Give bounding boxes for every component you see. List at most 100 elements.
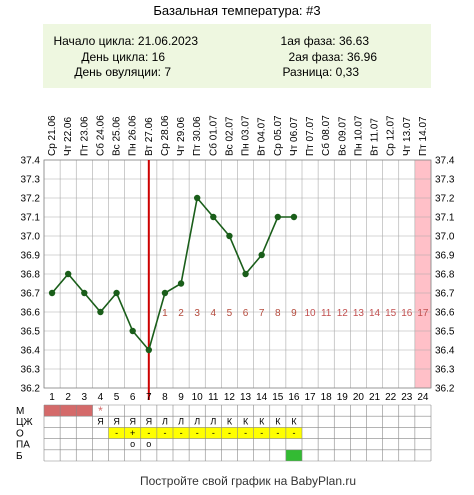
post-ovulation-day: 11: [321, 308, 332, 319]
cervical-mucus-cell: К: [259, 417, 265, 427]
y-tick-left: 37.0: [21, 232, 41, 243]
post-ovulation-day: 17: [417, 308, 429, 319]
post-ovulation-day: 15: [385, 308, 397, 319]
day-number: 16: [288, 392, 300, 403]
day-number: 20: [353, 392, 365, 403]
post-ovulation-day: 14: [369, 308, 381, 319]
table-row-label: ПА: [16, 440, 30, 451]
day-number: 5: [114, 392, 120, 403]
cervical-mucus-cell: К: [275, 417, 281, 427]
b-green-cell: [285, 449, 302, 461]
cervical-mucus-cell: Я: [129, 417, 136, 427]
date-label: Вт 11.07: [370, 118, 381, 156]
ovulation-day-text: День овуляции: 7: [74, 65, 171, 79]
y-tick-right: 36.6: [435, 308, 455, 319]
cervical-mucus-cell: Я: [113, 417, 120, 427]
ovulation-test-cell: [269, 427, 286, 439]
day-number: 3: [82, 392, 88, 403]
ovulation-test-cell: [140, 427, 157, 439]
cervical-mucus-cell: К: [291, 417, 297, 427]
chart-title: Базальная температура: #3: [153, 3, 320, 18]
post-ovulation-day: 5: [227, 308, 233, 319]
post-ovulation-day: 8: [275, 308, 281, 319]
date-label: Вт 04.07: [257, 117, 268, 156]
difference-text: Разница: 0,33: [282, 65, 359, 79]
y-tick-right: 36.3: [435, 365, 455, 376]
plot-frame: [43, 159, 432, 389]
day-number: 17: [305, 392, 317, 403]
y-tick-left: 36.7: [21, 289, 41, 300]
date-label: Ср 28.06: [160, 115, 171, 156]
date-label: Пт 07.07: [305, 116, 316, 156]
ovulation-test-cell: [221, 427, 238, 439]
ovulation-test-mark: -: [196, 428, 199, 438]
y-tick-left: 36.3: [21, 365, 41, 376]
table-row-label: М: [16, 406, 24, 417]
y-tick-left: 36.8: [21, 270, 41, 281]
menstruation-cell: [60, 405, 77, 417]
temperature-point: [193, 194, 201, 202]
y-tick-right: 37.2: [435, 194, 455, 205]
temperature-point: [242, 270, 249, 278]
date-label: Пн 26.06: [128, 115, 139, 156]
day-number: 22: [385, 392, 397, 403]
date-label: Сб 08.07: [320, 115, 332, 156]
temperature-point: [81, 289, 88, 297]
post-ovulation-day: 3: [194, 308, 200, 319]
y-tick-left: 36.6: [21, 308, 41, 319]
date-label: Вт 27.06: [144, 117, 155, 156]
ovulation-test-mark: -: [212, 428, 215, 438]
temperature-line: [51, 196, 294, 352]
phase1-text: 1ая фаза: 36.63: [281, 34, 370, 48]
date-label: Сб 24.06: [94, 115, 106, 156]
date-label: Вс 09.07: [337, 116, 348, 156]
post-ovulation-day: 4: [211, 308, 217, 319]
post-ovulation-day: 12: [337, 308, 349, 319]
date-label: Чт 29.06: [176, 117, 187, 156]
cervical-mucus-cell: Л: [178, 417, 184, 427]
ovulation-test-mark: -: [147, 428, 150, 438]
table-row-label: Б: [16, 451, 23, 462]
day-number: 6: [130, 392, 136, 403]
y-tick-left: 36.2: [21, 384, 41, 395]
day-number: 10: [192, 392, 204, 403]
day-axis: 1 2 3 4 5 6 7 8 9 10 11 12 13 14 15 16 17 18 19 20 21 22 23 24: [49, 392, 429, 403]
ovulation-test-mark: -: [115, 428, 118, 438]
ovulation-test-cell: [285, 427, 302, 439]
date-label: Пн 03.07: [241, 115, 252, 156]
cycle-day-text: День цикла: 16: [81, 50, 165, 64]
y-tick-right: 37.0: [435, 232, 455, 243]
ovulation-test-mark: -: [292, 428, 295, 438]
day-number: 11: [208, 392, 219, 403]
cycle-start-text: Начало цикла: 21.06.2023: [53, 34, 198, 48]
day-number: 7: [146, 392, 152, 403]
pa-cell: о: [146, 439, 151, 449]
day-number: 21: [369, 392, 381, 403]
day-number: 8: [162, 392, 168, 403]
y-tick-left: 37.1: [21, 213, 41, 224]
temperature-point: [145, 346, 153, 354]
temperature-point: [97, 308, 104, 316]
cervical-mucus-cell: К: [227, 417, 233, 427]
ovulation-test-mark: -: [180, 428, 183, 438]
date-label: Ср 05.07: [273, 115, 284, 156]
day-number: 1: [49, 392, 55, 403]
pa-cell: о: [130, 439, 135, 449]
temperature-point: [258, 251, 265, 259]
y-tick-right: 36.9: [435, 251, 455, 262]
ovulation-test-mark: -: [228, 428, 231, 438]
day-number: 12: [224, 392, 236, 403]
temperature-point: [226, 232, 233, 240]
ovulation-test-mark: -: [260, 428, 263, 438]
date-label: Вс 02.07: [224, 116, 235, 156]
post-ovulation-day: 9: [291, 308, 297, 319]
y-tick-left: 36.5: [21, 327, 41, 338]
menstruation-cell: [76, 405, 93, 417]
table-row-label: О: [16, 428, 24, 439]
post-ovulation-day: 7: [259, 308, 265, 319]
post-ovulation-day: 6: [243, 308, 249, 319]
y-tick-right: 36.4: [435, 346, 455, 357]
ovulation-test-cell: [108, 427, 125, 439]
ovulation-test-cell: [253, 427, 270, 439]
